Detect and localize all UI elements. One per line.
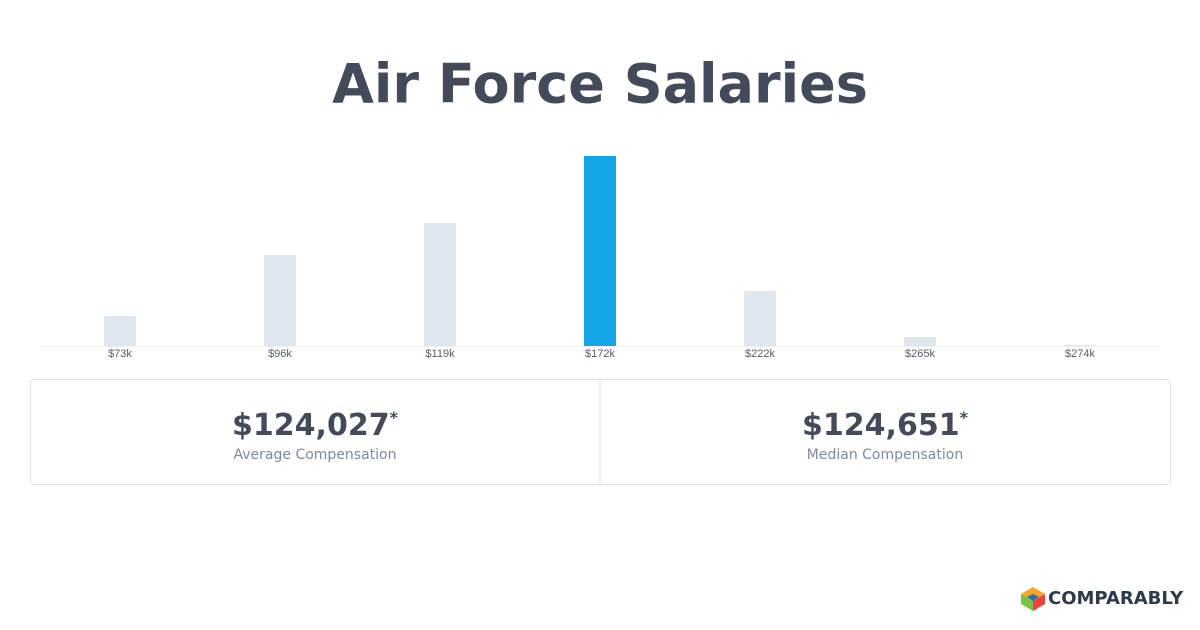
bar [1064,345,1096,346]
x-tick-label: $96k [268,348,292,360]
stat-number: $124,027 [232,408,390,443]
stat-number: $124,651 [802,408,960,443]
stat-label: Average Compensation [234,447,397,463]
x-tick-label: $172k [585,348,615,360]
x-tick-label: $265k [905,348,935,360]
x-tick-label: $73k [108,348,132,360]
x-tick-label: $222k [745,348,775,360]
stat-value: $124,651* [802,408,969,443]
bar [104,316,136,346]
x-tick-label: $274k [1065,348,1095,360]
bar [584,156,616,346]
bar [424,223,456,346]
stat-value: $124,027* [232,408,399,443]
bar [744,291,776,346]
bar [264,255,296,346]
x-tick-label: $119k [425,348,455,360]
chart-title: Air Force Salaries [332,53,868,116]
bar [904,337,936,346]
brand: COMPARABLY [1048,588,1184,609]
stat-footnote-mark: * [960,408,969,427]
stat-footnote-mark: * [390,408,399,427]
logo [1021,587,1045,611]
stat-label: Median Compensation [807,447,963,463]
